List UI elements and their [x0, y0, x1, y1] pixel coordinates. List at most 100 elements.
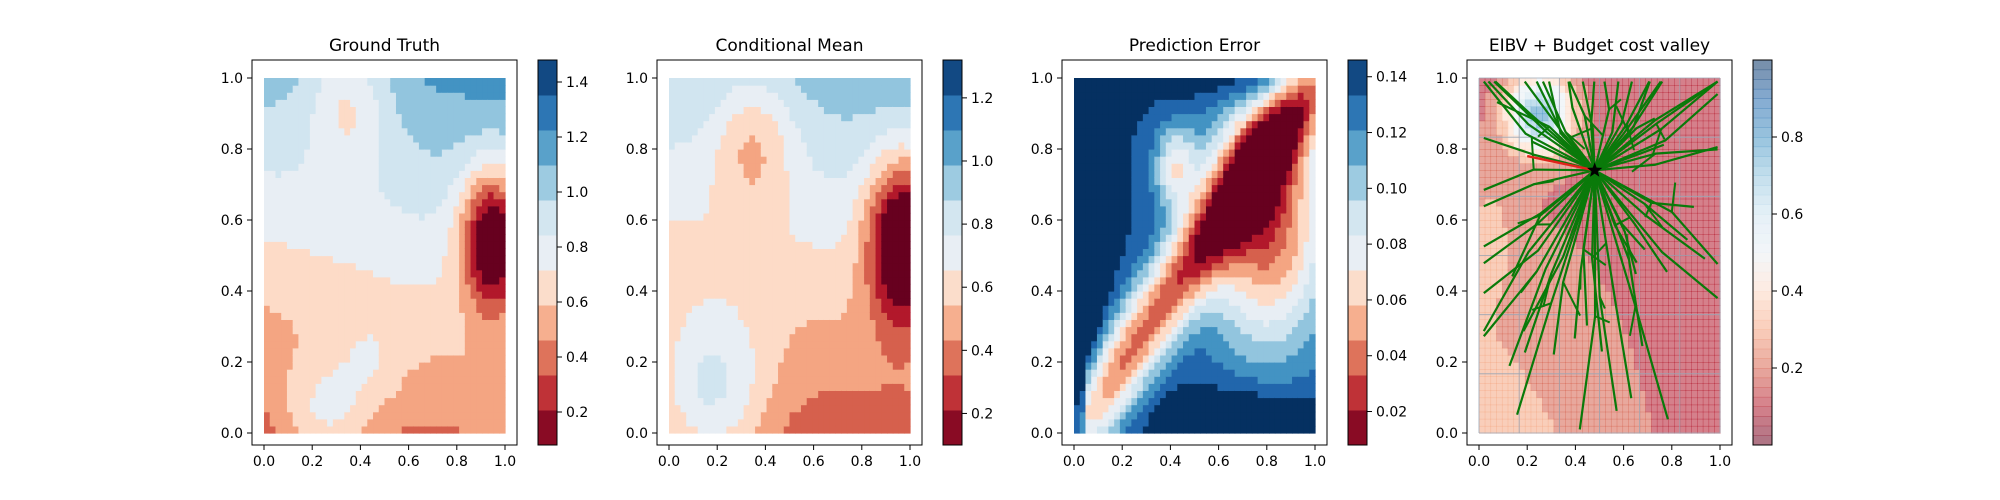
- heat-cell: [800, 269, 808, 278]
- heat-cell: [459, 191, 466, 200]
- heat-cell: [1114, 198, 1121, 207]
- heat-cell: [436, 326, 443, 335]
- heat-cell: [1114, 120, 1121, 129]
- heat-cell: [887, 220, 894, 228]
- heat-cell: [691, 390, 699, 399]
- heat-cell: [1096, 113, 1104, 122]
- heat-cell: [355, 141, 363, 150]
- heat-cell: [413, 220, 420, 228]
- heat-cell: [436, 85, 443, 93]
- heat-cell: [327, 319, 334, 328]
- heat-cell: [264, 141, 271, 150]
- heat-cell: [743, 390, 750, 399]
- heat-cell: [298, 241, 305, 249]
- heat-cell: [697, 85, 705, 93]
- heat-cell: [709, 262, 716, 271]
- heat-cell: [743, 326, 750, 335]
- heat-cell: [395, 326, 403, 335]
- heat-cell: [1131, 191, 1138, 200]
- heat-cell: [264, 425, 271, 434]
- heat-cell: [858, 397, 865, 406]
- heat-cell: [1108, 418, 1115, 427]
- heat-cell: [344, 99, 351, 107]
- heat-cell: [459, 390, 466, 399]
- heat-cell: [858, 99, 865, 107]
- heat-cell: [1114, 184, 1121, 193]
- heat-cell: [869, 269, 877, 278]
- heat-cell: [281, 369, 288, 377]
- heat-cell: [332, 99, 340, 107]
- heat-cell: [424, 163, 432, 171]
- heat-cell: [898, 397, 905, 406]
- colorbar-tick-label: 1.4: [566, 75, 588, 91]
- heat-cell: [436, 276, 443, 285]
- heat-cell: [674, 404, 682, 413]
- heat-cell: [292, 170, 300, 178]
- heat-cell: [898, 106, 905, 115]
- heat-cell: [760, 149, 768, 157]
- heat-cell: [852, 177, 859, 186]
- heat-cell: [680, 312, 687, 320]
- heat-cell: [350, 205, 357, 214]
- heat-cell: [1091, 269, 1098, 278]
- y-tick-label: 0.2: [221, 355, 243, 371]
- heat-cell: [413, 262, 420, 271]
- heat-cell: [321, 276, 328, 285]
- heat-cell: [1142, 319, 1150, 328]
- heat-cell: [669, 163, 676, 171]
- heat-cell: [264, 248, 271, 257]
- heat-cell: [737, 340, 745, 349]
- heat-cell: [384, 234, 391, 242]
- heat-cell: [737, 212, 745, 221]
- heat-cell: [286, 191, 294, 200]
- heat-cell: [783, 198, 791, 207]
- x-tick-label: 0.2: [301, 454, 323, 470]
- heat-cell: [1142, 149, 1150, 157]
- heat-cell: [1142, 92, 1150, 100]
- heat-cell: [327, 184, 334, 193]
- heat-cell: [800, 227, 808, 235]
- colorbar-band: [538, 270, 557, 306]
- heat-cell: [800, 305, 808, 313]
- heat-cell: [800, 205, 808, 214]
- heat-cell: [487, 92, 495, 100]
- heat-cell: [1131, 283, 1138, 292]
- heat-cell: [275, 312, 282, 320]
- heat-cell: [424, 248, 432, 257]
- heat-cell: [304, 418, 311, 427]
- heat-cell: [315, 227, 322, 235]
- heat-cell: [390, 283, 397, 292]
- heat-cell: [436, 319, 443, 328]
- heat-cell: [281, 362, 288, 370]
- heat-cell: [1091, 390, 1098, 399]
- heat-cell: [904, 198, 911, 207]
- heat-cell: [407, 78, 414, 86]
- heat-cell: [823, 354, 831, 363]
- heat-cell: [1079, 411, 1087, 420]
- heat-cell: [1114, 170, 1121, 178]
- heat-cell: [493, 156, 500, 164]
- colorbar-tick-label: 0.4: [566, 350, 588, 366]
- heat-cell: [384, 205, 391, 214]
- heat-cell: [691, 262, 699, 271]
- heat-cell: [709, 99, 716, 107]
- heat-cell: [327, 262, 334, 271]
- heat-cell: [680, 383, 687, 391]
- heat-cell: [720, 241, 727, 249]
- heat-cell: [487, 205, 495, 214]
- heat-cell: [1119, 191, 1127, 200]
- heat-cell: [680, 184, 687, 193]
- heat-cell: [298, 220, 305, 228]
- heat-cell: [298, 184, 305, 193]
- heat-cell: [395, 113, 403, 122]
- heat-cell: [686, 425, 693, 434]
- heat-cell: [829, 127, 837, 136]
- heat-cell: [395, 248, 403, 257]
- heat-cell: [367, 163, 374, 171]
- heat-cell: [737, 156, 745, 164]
- heat-cell: [864, 191, 871, 200]
- heat-cell: [1079, 283, 1087, 292]
- heat-cell: [823, 127, 831, 136]
- heat-cell: [1125, 163, 1132, 171]
- heat-cell: [1125, 305, 1132, 313]
